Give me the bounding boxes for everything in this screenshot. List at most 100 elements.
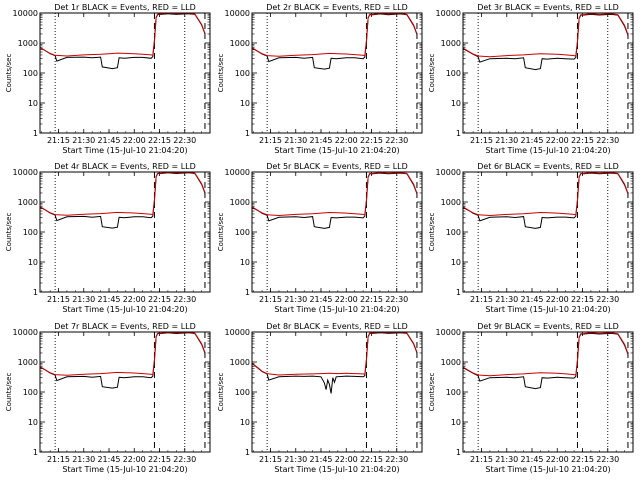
y-tick-label: 10000 — [225, 168, 250, 177]
chart-title: Det 9r BLACK = Events, RED = LLD — [477, 322, 619, 331]
y-tick-label: 1 — [456, 448, 461, 457]
lld-series-line — [251, 331, 418, 376]
chart-panel: Det 4r BLACK = Events, RED = LLD Counts/s… — [5, 162, 211, 314]
y-tick-label: 10 — [240, 99, 250, 108]
x-tick-label: 21:45 — [309, 136, 332, 145]
y-tick-label: 10 — [28, 99, 38, 108]
x-tick-label: 22:00 — [546, 295, 569, 304]
x-tick-label: 21:45 — [309, 455, 332, 464]
x-tick-label: 22:15 — [360, 136, 383, 145]
y-tick-label: 10 — [240, 258, 250, 267]
y-axis-label: Counts/sec — [428, 54, 436, 93]
x-tick-label: 21:45 — [97, 136, 120, 145]
events-series-line — [462, 13, 629, 71]
y-tick-label: 1000 — [441, 198, 461, 207]
chart-title: Det 2r BLACK = Events, RED = LLD — [266, 3, 408, 12]
x-tick-label: 22:00 — [546, 136, 569, 145]
y-axis-label: Counts/sec — [217, 373, 225, 412]
y-tick-label: 10000 — [225, 9, 250, 18]
x-axis-label: Start Time (15-Jul-10 21:04:20) — [62, 465, 187, 474]
lld-series-line — [462, 172, 629, 217]
x-tick-label: 21:30 — [284, 295, 307, 304]
y-tick-label: 1 — [33, 288, 38, 297]
y-tick-label: 1000 — [230, 358, 250, 367]
events-series-line — [462, 172, 629, 229]
chart-title: Det 6r BLACK = Events, RED = LLD — [477, 162, 619, 171]
lld-series-line — [39, 171, 206, 216]
x-tick-label: 22:00 — [123, 136, 146, 145]
lld-series-line — [462, 332, 629, 377]
y-tick-label: 100 — [235, 69, 250, 78]
x-axis-label: Start Time (15-Jul-10 21:04:20) — [485, 465, 610, 474]
y-tick-label: 100 — [23, 388, 38, 397]
chart-panel: Det 8r BLACK = Events, RED = LLD Counts/s… — [217, 322, 423, 474]
y-tick-label: 1 — [245, 129, 250, 138]
lld-series-line — [39, 331, 206, 376]
chart-panel: Det 1r BLACK = Events, RED = LLD Counts/s… — [5, 3, 211, 155]
x-tick-label: 22:15 — [148, 136, 171, 145]
y-tick-label: 10000 — [13, 168, 38, 177]
x-tick-label: 22:15 — [360, 295, 383, 304]
y-tick-label: 10 — [451, 99, 461, 108]
y-tick-label: 10 — [451, 418, 461, 427]
x-axis-label: Start Time (15-Jul-10 21:04:20) — [274, 305, 399, 314]
x-tick-label: 21:15 — [259, 295, 282, 304]
x-axis-label: Start Time (15-Jul-10 21:04:20) — [62, 305, 187, 314]
x-tick-label: 22:30 — [596, 295, 619, 304]
y-tick-label: 100 — [23, 228, 38, 237]
y-tick-label: 1 — [456, 288, 461, 297]
y-tick-label: 10 — [240, 418, 250, 427]
x-tick-label: 21:30 — [72, 136, 95, 145]
y-tick-label: 100 — [23, 69, 38, 78]
x-axis-label: Start Time (15-Jul-10 21:04:20) — [274, 146, 399, 155]
plot-frame — [462, 171, 634, 293]
x-tick-label: 21:30 — [495, 455, 518, 464]
x-tick-label: 22:15 — [571, 455, 594, 464]
x-tick-label: 22:30 — [385, 136, 408, 145]
x-tick-label: 21:15 — [470, 455, 493, 464]
x-tick-label: 21:15 — [259, 455, 282, 464]
x-tick-label: 21:30 — [495, 295, 518, 304]
y-tick-label: 10 — [451, 258, 461, 267]
plot-frame — [251, 12, 423, 134]
y-axis-label: Counts/sec — [217, 213, 225, 252]
y-tick-label: 1 — [33, 448, 38, 457]
x-tick-label: 21:45 — [520, 136, 543, 145]
x-tick-label: 21:45 — [309, 295, 332, 304]
x-tick-label: 21:15 — [259, 136, 282, 145]
y-tick-label: 10 — [28, 258, 38, 267]
x-tick-label: 22:15 — [148, 295, 171, 304]
y-tick-label: 1000 — [441, 39, 461, 48]
y-tick-label: 10 — [28, 418, 38, 427]
x-tick-label: 22:00 — [335, 136, 358, 145]
y-tick-label: 10000 — [436, 9, 461, 18]
chart-title: Det 4r BLACK = Events, RED = LLD — [54, 162, 196, 171]
y-tick-label: 1000 — [18, 198, 38, 207]
events-series-line — [39, 13, 206, 70]
chart-title: Det 1r BLACK = Events, RED = LLD — [54, 3, 196, 12]
x-tick-label: 21:30 — [72, 295, 95, 304]
x-tick-label: 21:45 — [520, 455, 543, 464]
x-tick-label: 21:30 — [284, 455, 307, 464]
events-series-line — [462, 332, 629, 390]
lld-series-line — [39, 12, 206, 57]
y-tick-label: 10000 — [436, 168, 461, 177]
y-tick-label: 100 — [446, 388, 461, 397]
plot-frame — [251, 331, 423, 453]
x-tick-label: 22:30 — [385, 295, 408, 304]
x-tick-label: 22:30 — [173, 455, 196, 464]
x-tick-label: 21:45 — [97, 295, 120, 304]
chart-panel: Det 5r BLACK = Events, RED = LLD Counts/s… — [217, 162, 423, 314]
plot-frame — [39, 171, 211, 293]
x-tick-label: 21:30 — [284, 136, 307, 145]
x-tick-label: 22:15 — [571, 295, 594, 304]
y-tick-label: 1000 — [441, 358, 461, 367]
plot-frame — [251, 171, 423, 293]
events-series-line — [39, 332, 206, 389]
lld-series-line — [251, 12, 418, 57]
x-tick-label: 22:15 — [360, 455, 383, 464]
x-tick-label: 21:15 — [470, 295, 493, 304]
chart-title: Det 5r BLACK = Events, RED = LLD — [266, 162, 408, 171]
y-tick-label: 100 — [446, 228, 461, 237]
y-tick-label: 10000 — [13, 328, 38, 337]
